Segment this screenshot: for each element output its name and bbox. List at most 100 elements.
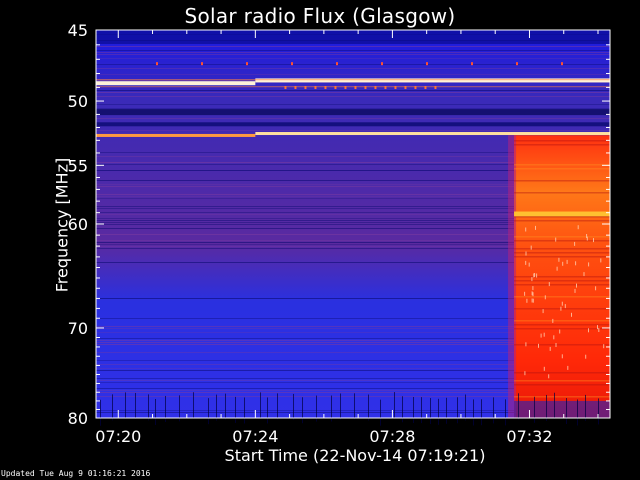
burst-stripe	[514, 164, 610, 166]
burst-speckle	[597, 325, 598, 330]
interference-glow	[96, 79, 610, 81]
bottom-spike	[505, 399, 506, 426]
burst-stripe	[514, 372, 610, 374]
interference-dot	[364, 86, 367, 90]
y-tick-label: 60	[68, 215, 88, 234]
interference-dot	[384, 86, 387, 90]
bottom-spike	[380, 399, 381, 426]
burst-stripe	[514, 380, 610, 382]
bottom-spike	[354, 393, 355, 420]
burst-speckle	[524, 291, 526, 296]
burst-speckle	[600, 258, 602, 263]
texture-band	[96, 118, 610, 119]
texture-band	[96, 194, 610, 195]
interference-line	[96, 81, 256, 86]
bottom-spike	[260, 392, 261, 419]
interference-dot	[404, 86, 407, 90]
bottom-spike	[446, 397, 447, 424]
burst-speckle	[556, 266, 558, 271]
burst-stripe	[514, 252, 610, 254]
texture-band	[96, 224, 610, 225]
y-tick-label: 50	[68, 92, 88, 111]
bottom-spike	[554, 392, 555, 419]
burst-speckle	[598, 328, 600, 332]
texture-band	[96, 344, 610, 345]
bottom-spike	[216, 394, 217, 421]
texture-band	[96, 360, 610, 361]
burst-speckle	[531, 291, 533, 296]
burst-speckle	[574, 241, 576, 246]
interference-dot	[434, 86, 437, 90]
texture-band	[96, 246, 610, 247]
burst-stripe	[514, 144, 610, 146]
bottom-spike	[302, 397, 303, 424]
texture-band	[96, 234, 610, 235]
texture-band	[96, 206, 610, 207]
texture-band	[96, 46, 610, 47]
texture-band	[96, 370, 610, 371]
bottom-spike	[493, 397, 494, 424]
x-tick-label: 07:24	[232, 427, 278, 446]
texture-band	[96, 50, 610, 51]
interference-dot	[246, 62, 248, 66]
interference-dot	[336, 62, 338, 66]
bottom-spike	[368, 394, 369, 421]
bottom-spike	[394, 392, 395, 419]
interference-dot	[344, 86, 347, 90]
y-tick-label: 70	[68, 319, 88, 338]
burst-stripe	[514, 320, 610, 322]
texture-band	[96, 382, 610, 383]
burst-speckle	[548, 282, 550, 287]
bottom-spike	[165, 395, 166, 422]
burst-stripe	[514, 180, 610, 182]
texture-band	[96, 162, 610, 163]
texture-band	[96, 388, 610, 389]
texture-band	[96, 212, 610, 213]
texture-band	[96, 54, 610, 55]
interference-dot	[354, 86, 357, 90]
interference-dot	[291, 62, 293, 66]
burst-speckle	[540, 333, 542, 338]
bottom-spike	[465, 394, 466, 421]
burst-hot-line	[514, 211, 610, 217]
bottom-spike	[277, 393, 278, 420]
texture-band	[96, 184, 610, 185]
burst-speckle	[549, 346, 551, 351]
bottom-spike	[225, 393, 226, 420]
bottom-spike	[316, 395, 317, 422]
burst-speckle	[530, 245, 532, 250]
texture-band	[96, 156, 610, 157]
texture-band	[96, 152, 610, 153]
burst-stripe	[514, 236, 610, 238]
texture-band	[96, 392, 610, 393]
burst-speckle	[555, 237, 557, 242]
interference-dot	[516, 62, 518, 66]
texture-band	[96, 130, 610, 131]
burst-speckle	[544, 295, 546, 300]
burst-speckle	[603, 344, 605, 349]
texture-band	[96, 242, 610, 243]
interference-dot	[324, 86, 327, 90]
burst-speckle	[575, 261, 577, 266]
interference-dot	[201, 62, 203, 66]
interference-dot	[381, 62, 383, 66]
burst-speckle	[586, 236, 588, 241]
chart-title: Solar radio Flux (Glasgow)	[184, 4, 456, 28]
burst-speckle	[576, 283, 577, 288]
burst-speckle	[593, 238, 594, 243]
update-timestamp: Updated Tue Aug 9 01:16:21 2016	[1, 469, 151, 478]
burst-stripe	[514, 220, 610, 222]
x-tick-label: 07:28	[369, 427, 415, 446]
texture-band	[96, 412, 610, 413]
texture-band	[96, 378, 610, 379]
x-tick-label: 07:20	[95, 427, 141, 446]
bottom-spike	[100, 399, 101, 426]
bottom-spike	[155, 398, 156, 425]
burst-speckle	[536, 273, 538, 278]
burst-speckle	[585, 354, 587, 359]
interference-dot	[304, 86, 307, 90]
burst-stripe	[514, 328, 610, 330]
bottom-spike	[179, 395, 180, 422]
